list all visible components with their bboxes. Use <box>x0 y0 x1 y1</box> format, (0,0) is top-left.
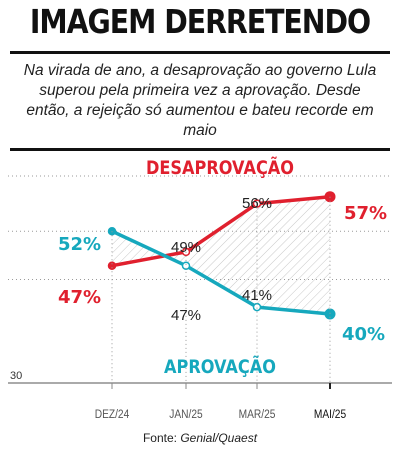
value-label: 52% <box>58 234 101 255</box>
source-label: Fonte: <box>142 431 177 445</box>
desaprovacao-line <box>111 194 331 268</box>
value-label: 49% <box>171 239 201 256</box>
aprovacao-line <box>111 229 331 316</box>
value-label: 41% <box>242 287 272 304</box>
desaprovacao-series-label: DESAPROVAÇÃO <box>146 155 294 180</box>
value-label: 57% <box>344 203 387 224</box>
aprovacao-series-label: APROVAÇÃO <box>164 354 276 379</box>
data-point <box>181 261 191 270</box>
value-label: 40% <box>342 324 385 345</box>
gap-area <box>112 196 330 314</box>
grid: 30 <box>8 175 392 384</box>
y-tick-label: 30 <box>10 370 22 382</box>
x-axis: DEZ/24 JAN/25 MAR/25 MAI/25 <box>95 196 346 421</box>
chart-title: IMAGEM DERRETENDO <box>29 2 371 41</box>
line-chart: 30 DEZ/24 JAN/25 MAR/25 MAI/25 DESAPROVAÇÃO… <box>8 155 392 421</box>
value-label: 56% <box>242 195 272 212</box>
chart-subtitle: Na virada de ano, a desaprovação ao gove… <box>23 62 377 139</box>
data-point <box>252 302 262 312</box>
value-label: 47% <box>58 287 101 308</box>
title-rule-top <box>10 51 390 54</box>
x-tick-label: MAR/25 <box>239 408 276 421</box>
data-point <box>107 261 117 270</box>
x-tick-label: DEZ/24 <box>95 408 130 421</box>
source-name: Genial/Quaest <box>180 431 258 445</box>
value-label: 47% <box>171 307 201 324</box>
data-labels: DESAPROVAÇÃO APROVAÇÃO 47% 49% 56% 57% 52% 47% 4… <box>58 155 387 379</box>
data-point <box>324 308 336 320</box>
gap-area-fill <box>112 196 330 314</box>
source-note: Fonte: Genial/Quaest <box>0 431 400 445</box>
x-tick-label: MAI/25 <box>314 408 346 421</box>
title-rule-bottom <box>10 148 390 151</box>
x-tick-label: JAN/25 <box>169 408 202 421</box>
